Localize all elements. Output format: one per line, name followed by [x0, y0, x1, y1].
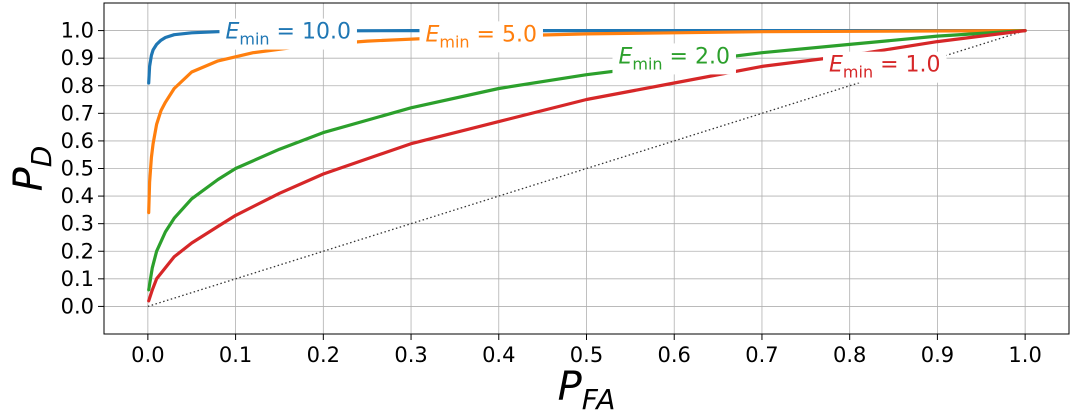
curve-label-background	[612, 43, 736, 75]
chance-diagonal-line	[147, 29, 1026, 308]
x-tick-label: 0.4	[482, 343, 515, 367]
series-line-3	[147, 29, 1027, 303]
x-tick-label: 0.8	[833, 343, 866, 367]
y-tick-label: 0.9	[61, 46, 94, 70]
x-tick-label: 0.3	[394, 343, 427, 367]
x-axis-label-main: P	[558, 364, 583, 410]
x-tick-label: 0.7	[745, 343, 778, 367]
curve-label-0: Emin = 10.0	[219, 18, 357, 50]
curve-label-variable: E	[225, 20, 239, 45]
x-axis-ticks: 0.0 0.1 0.2 0.3 0.4 0.5 0.6 0.7 0.8 0.9 1.0	[131, 334, 1042, 367]
y-tick-label: 0.6	[61, 129, 94, 153]
x-tick-label: 0.2	[307, 343, 340, 367]
reference-line-layer	[147, 29, 1026, 308]
y-tick-label: 0.1	[61, 267, 94, 291]
curve-label-text: Emin = 1.0	[829, 53, 941, 82]
x-tick-label: 0.0	[131, 343, 164, 367]
x-tick-label: 0.9	[921, 343, 954, 367]
y-axis-ticks: 0.0 0.1 0.2 0.3 0.4 0.5 0.6 0.7 0.8 0.9 1.0	[61, 19, 104, 318]
curve-label-text: Emin = 10.0	[225, 20, 350, 49]
curve-label-text: Emin = 2.0	[618, 44, 730, 73]
curve-label-subscript: min	[439, 32, 469, 51]
curve-label-3: Emin = 1.0	[823, 51, 947, 83]
y-tick-label: 0.2	[61, 239, 94, 263]
curve-label-subscript: min	[632, 54, 662, 73]
y-tick-label: 1.0	[61, 19, 94, 43]
x-axis-label-subscript: FA	[582, 383, 616, 414]
curve-label-background	[219, 18, 357, 50]
curve-label-value: = 5.0	[470, 22, 537, 47]
series-line-2	[147, 29, 1027, 292]
curve-label-subscript: min	[239, 30, 269, 49]
curve-label-variable: E	[425, 22, 439, 47]
series-line-0	[147, 29, 1027, 85]
y-axis-label-main: P	[6, 166, 52, 191]
x-tick-label: 1.0	[1008, 343, 1041, 367]
y-tick-label: 0.0	[61, 294, 94, 318]
curve-label-2: Emin = 2.0	[612, 43, 736, 75]
y-tick-label: 0.5	[61, 157, 94, 181]
x-axis-label: PFA	[558, 364, 616, 414]
x-tick-label: 0.1	[219, 343, 252, 367]
y-axis-label-subscript: D	[25, 146, 58, 168]
y-tick-label: 0.8	[61, 74, 94, 98]
curve-label-subscript: min	[843, 63, 873, 82]
y-tick-label: 0.7	[61, 101, 94, 125]
y-axis-label: PD	[6, 146, 58, 192]
curve-label-background	[823, 51, 947, 83]
curve-label-1: Emin = 5.0	[419, 21, 543, 53]
curve-label-value: = 2.0	[663, 44, 730, 69]
y-tick-label: 0.4	[61, 184, 94, 208]
curve-label-background	[419, 21, 543, 53]
curve-label-text: Emin = 5.0	[425, 22, 537, 51]
x-tick-label: 0.5	[570, 343, 603, 367]
curve-label-value: = 10.0	[270, 20, 351, 45]
curve-label-variable: E	[829, 53, 843, 78]
x-tick-label: 0.6	[658, 343, 691, 367]
y-tick-label: 0.3	[61, 212, 94, 236]
curve-label-value: = 1.0	[873, 53, 940, 78]
curve-label-variable: E	[618, 44, 632, 69]
